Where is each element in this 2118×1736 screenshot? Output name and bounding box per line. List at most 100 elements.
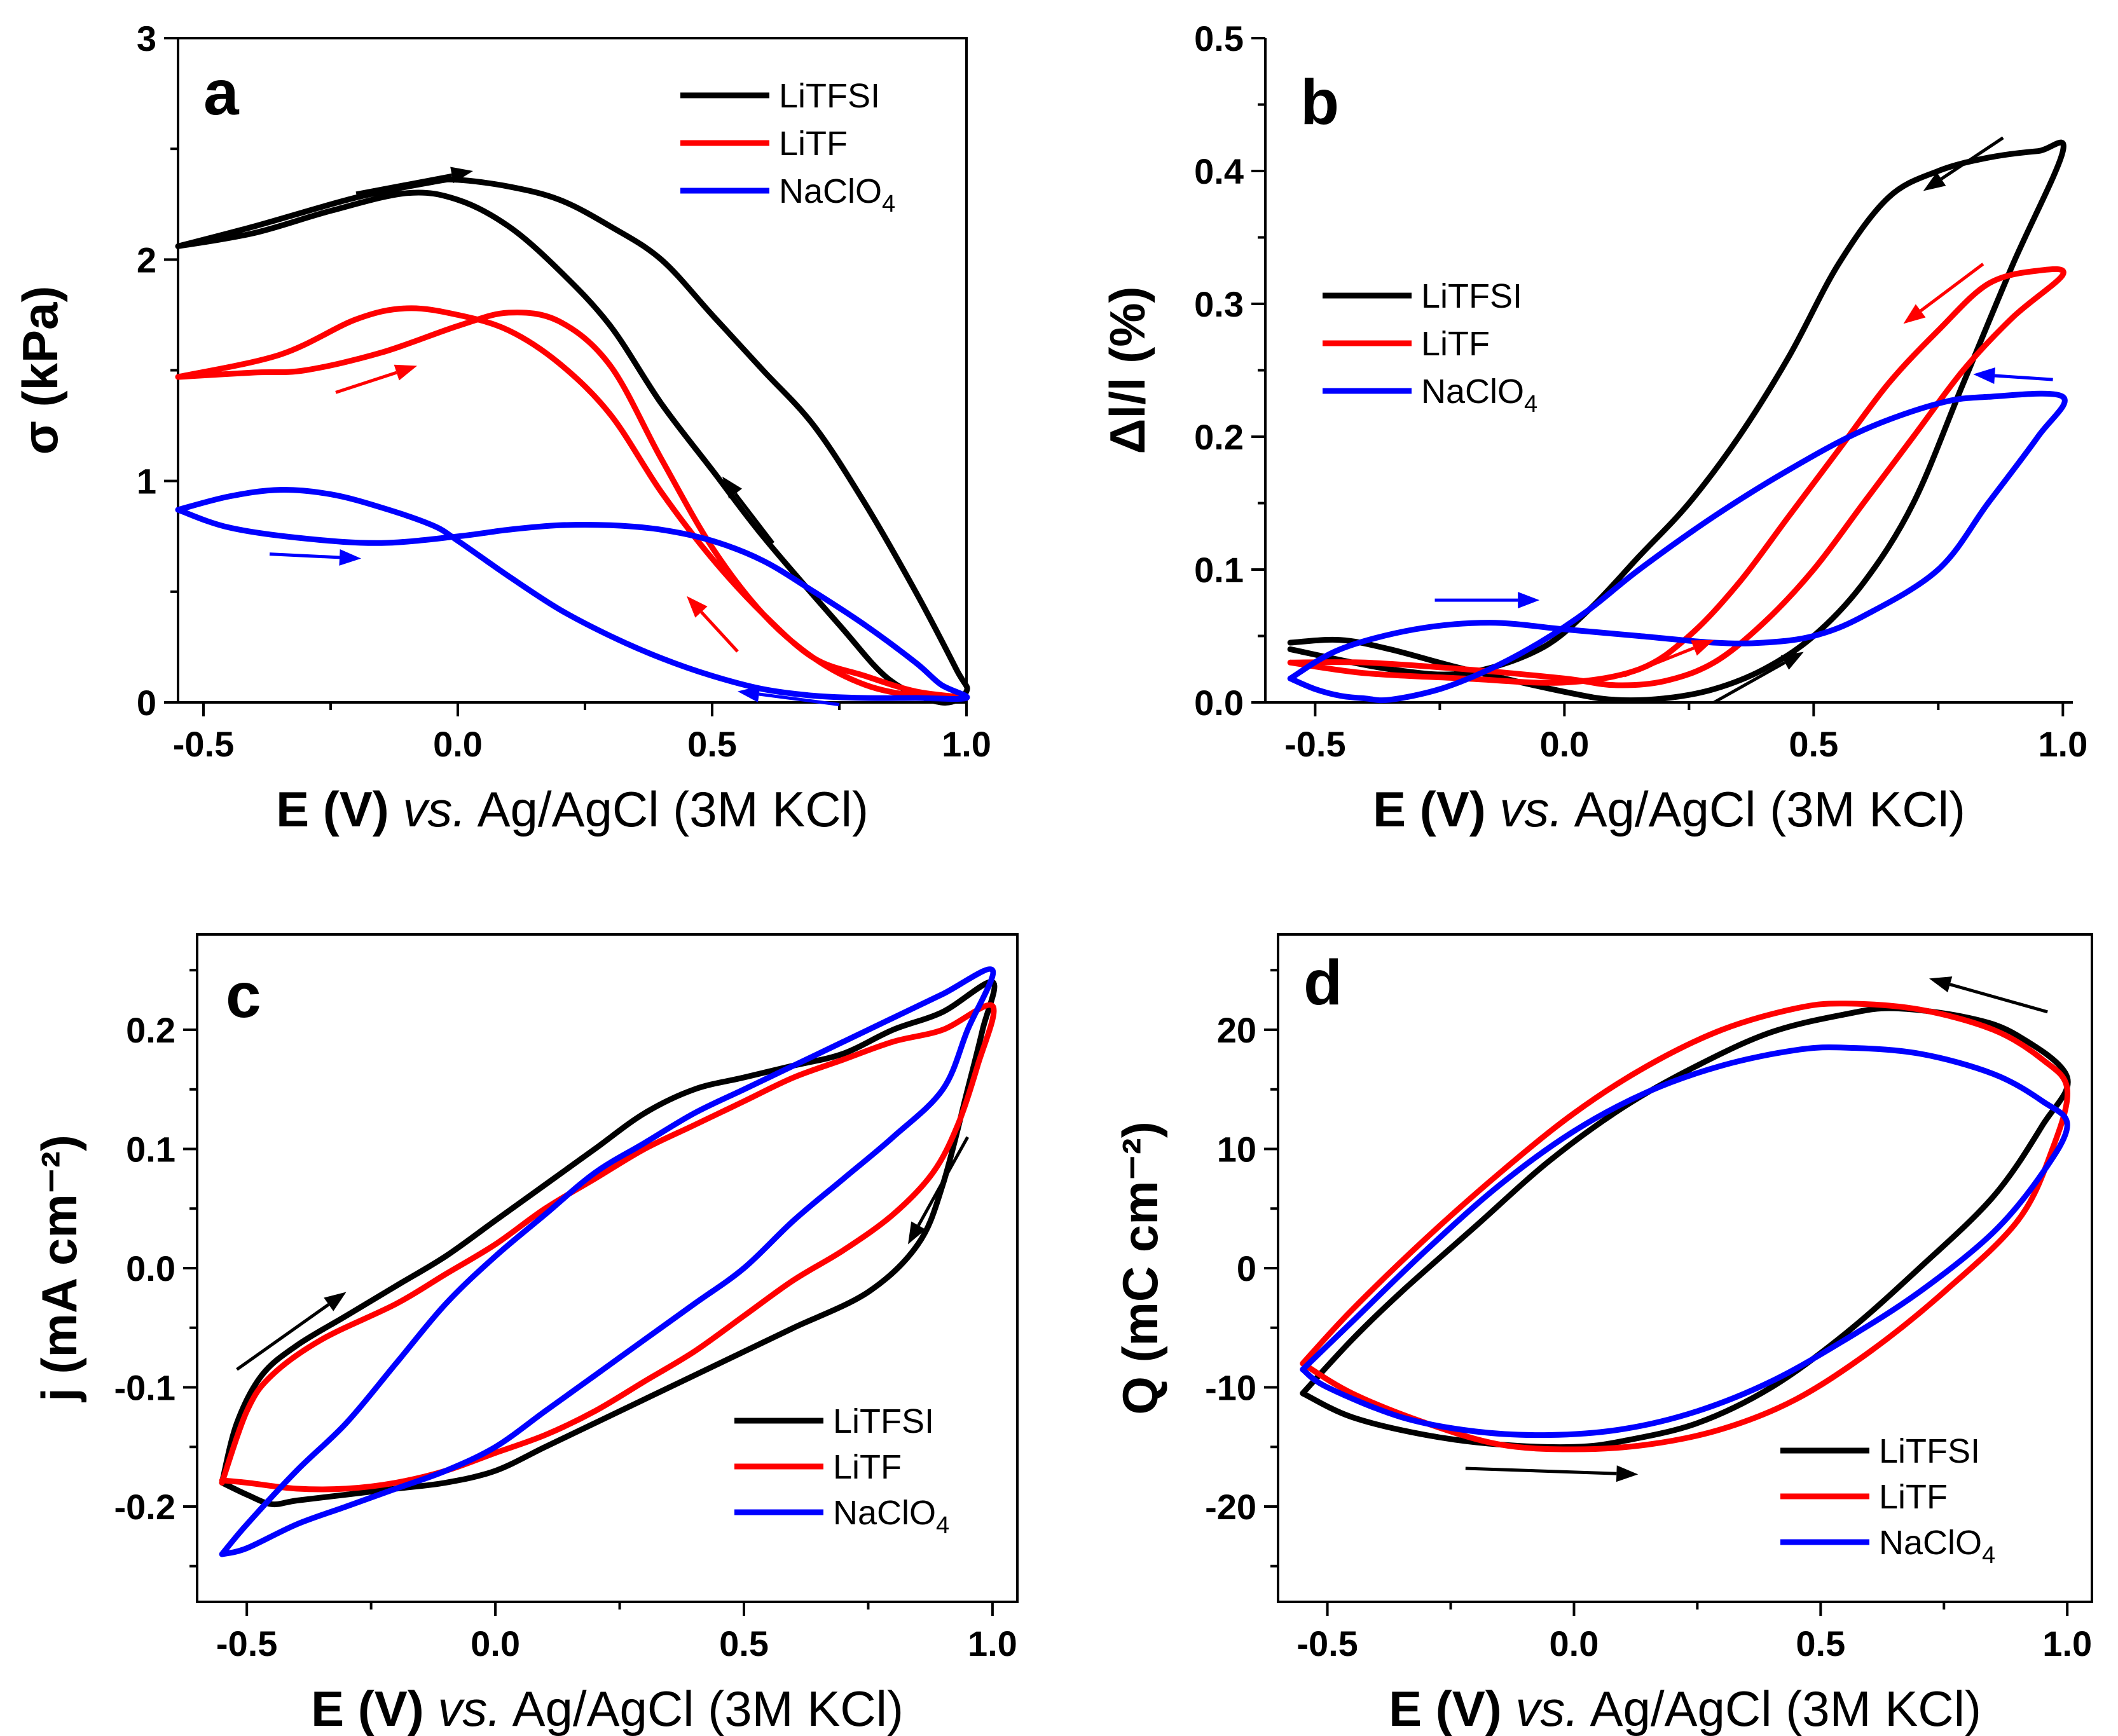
y-tick-label: -10 xyxy=(1205,1368,1256,1408)
direction-arrow xyxy=(1929,976,2048,1014)
y-tick-label: 10 xyxy=(1217,1130,1256,1170)
direction-arrow xyxy=(1923,136,2004,191)
panel-c: -0.5 0.0 0.5 1.0 -0.2 -0.1 0.0 0.1 0.2 E (V) vs. … xyxy=(31,933,1019,1736)
x-axis-title-part: vs. xyxy=(402,781,466,837)
x-axis-title: E (V) vs. Ag/AgCl (3M KCl) xyxy=(276,781,869,837)
series-line-litfsi xyxy=(175,176,970,706)
arrow-head xyxy=(339,549,361,566)
direction-arrow xyxy=(335,364,417,394)
series-line-litfsi xyxy=(219,979,998,1508)
series-line-litfsi xyxy=(1287,139,2066,704)
legend-label-text: NaClO xyxy=(1421,372,1524,411)
panel-d: -0.5 0.0 0.5 1.0 -20 -10 0 10 20 E (V) vs. Ag/AgC… xyxy=(1112,933,2093,1736)
legend-label: LiTF xyxy=(779,125,848,163)
legend-label: LiTFSI xyxy=(1879,1432,1980,1470)
arrow-shaft xyxy=(355,173,453,195)
x-tick-label: -0.5 xyxy=(173,724,235,764)
arrow-head xyxy=(1616,1465,1639,1482)
x-tick-label: 0.0 xyxy=(1539,724,1589,764)
x-axis-title-part: E (V) xyxy=(1373,781,1499,837)
y-tick-label: 0.2 xyxy=(126,1010,175,1050)
panel-a: -0.5 0.0 0.5 1.0 0 1 2 3 E (V) vs. Ag/AgCl (3M K… xyxy=(12,18,991,837)
x-tick-label: 1.0 xyxy=(2038,724,2087,764)
x-tick-label: -0.5 xyxy=(1296,1623,1358,1664)
y-tick-label: 20 xyxy=(1217,1010,1256,1050)
direction-arrow xyxy=(1713,652,1804,704)
arrow-shaft xyxy=(700,611,739,653)
x-tick-label: 1.0 xyxy=(942,724,991,764)
arrow-shaft xyxy=(734,493,774,544)
direction-arrow xyxy=(722,476,774,544)
x-axis-title-part: E (V) xyxy=(311,1681,437,1736)
x-tick-label: 0.5 xyxy=(687,724,737,764)
x-axis-title-part: E (V) xyxy=(1389,1681,1515,1736)
y-tick-label: -0.1 xyxy=(114,1368,176,1408)
x-tick-label: 0.5 xyxy=(1796,1623,1845,1664)
direction-arrow xyxy=(1623,639,1714,678)
arrow-shaft xyxy=(236,1303,330,1371)
arrow-head xyxy=(1780,652,1804,670)
arrow-head xyxy=(450,167,473,184)
x-axis-title-part: vs. xyxy=(1499,781,1563,837)
y-tick-label: 0.0 xyxy=(1194,683,1244,723)
legend-label: LiTF xyxy=(1879,1478,1948,1516)
x-axis-title-part: Ag/AgCl (3M KCl) xyxy=(1563,781,1965,837)
arrow-shaft xyxy=(1623,646,1695,678)
panel-letter: a xyxy=(203,57,240,128)
arrow-head xyxy=(1929,976,1953,993)
direction-arrow xyxy=(1973,367,2053,385)
legend: LiTFSI LiTF NaClO4 xyxy=(680,77,895,217)
panel-letter: c xyxy=(226,960,261,1031)
arrow-shaft xyxy=(269,552,340,559)
legend-label: NaClO4 xyxy=(779,172,895,217)
y-tick-label: 0.1 xyxy=(1194,550,1244,590)
y-tick-label: 0.2 xyxy=(1194,417,1244,457)
y-tick-label: 0.3 xyxy=(1194,284,1244,324)
arrow-shaft xyxy=(1940,136,2004,181)
x-tick-label: 0.0 xyxy=(433,724,483,764)
direction-arrow xyxy=(738,686,840,706)
x-tick-label: 0.0 xyxy=(471,1623,520,1664)
panel-letter: d xyxy=(1303,947,1342,1018)
y-axis-title: Δl/l (%) xyxy=(1099,286,1155,454)
legend: LiTFSI LiTF NaClO4 xyxy=(1780,1432,1995,1569)
series-line-litf xyxy=(175,305,970,701)
arrow-shaft xyxy=(759,692,840,706)
x-axis-title-part: vs. xyxy=(1515,1681,1579,1736)
series-line-naclo4 xyxy=(219,966,996,1557)
legend-label-text: NaClO xyxy=(833,1494,936,1532)
arrow-head xyxy=(738,686,760,702)
arrow-shaft xyxy=(335,371,397,394)
arrow-head xyxy=(1973,367,1995,385)
x-axis-title-part: Ag/AgCl (3M KCl) xyxy=(501,1681,904,1736)
x-tick-label: 0.0 xyxy=(1550,1623,1599,1664)
legend-label: LiTF xyxy=(833,1448,902,1486)
series-line-litf xyxy=(1287,266,2066,688)
legend-label: NaClO4 xyxy=(1421,372,1537,418)
y-tick-label: -0.2 xyxy=(114,1487,176,1527)
x-axis-title: E (V) vs. Ag/AgCl (3M KCl) xyxy=(1373,781,1965,837)
arrow-shaft xyxy=(1465,1466,1617,1475)
legend-label: LiTF xyxy=(1421,325,1490,363)
y-tick-label: 0.1 xyxy=(126,1130,175,1170)
series-line-litf xyxy=(219,1002,997,1493)
arrow-shaft xyxy=(1950,983,2048,1014)
y-tick-label: 0 xyxy=(137,683,156,723)
arrow-head xyxy=(1691,639,1714,656)
y-tick-label: 0.5 xyxy=(1194,18,1244,58)
direction-arrow xyxy=(236,1292,347,1371)
arrow-head xyxy=(324,1292,347,1311)
y-tick-label: 3 xyxy=(137,18,156,58)
y-tick-label: 2 xyxy=(137,240,156,280)
arrow-shaft xyxy=(917,1136,970,1226)
legend-label-text: NaClO xyxy=(779,172,882,210)
legend-label: NaClO4 xyxy=(1879,1524,1995,1569)
direction-arrow xyxy=(1434,592,1540,609)
legend-label: LiTFSI xyxy=(1421,277,1522,315)
legend-label-subscript: 4 xyxy=(936,1512,949,1539)
direction-arrow xyxy=(269,549,361,566)
legend-label-text: NaClO xyxy=(1879,1524,1982,1562)
x-tick-label: 1.0 xyxy=(2042,1623,2092,1664)
x-axis-title-part: E (V) xyxy=(276,781,402,837)
